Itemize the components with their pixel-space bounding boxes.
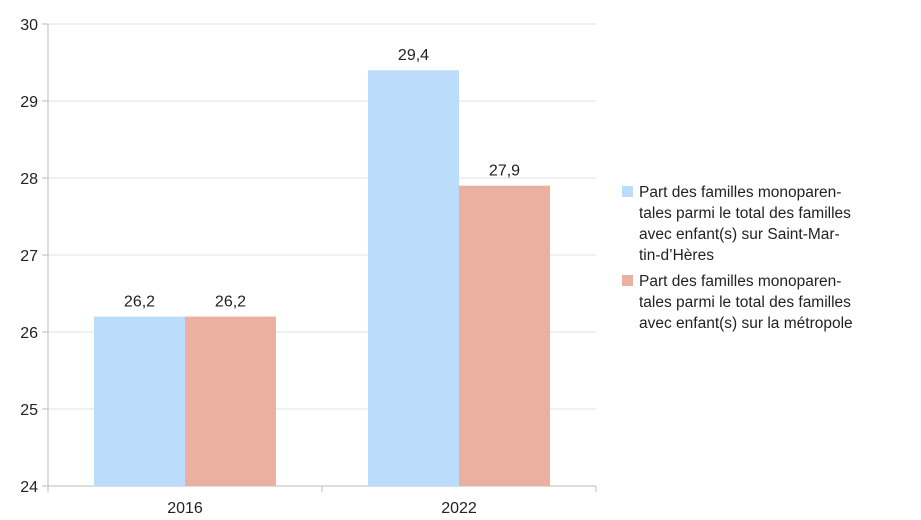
bar — [459, 185, 550, 486]
legend-item-metropole: Part des familles monoparen- tales parmi… — [622, 271, 920, 334]
y-tick-label: 28 — [20, 171, 38, 188]
data-label: 27,9 — [489, 163, 520, 180]
y-tick-label: 26 — [20, 325, 38, 342]
bar — [368, 70, 459, 486]
legend-label-metropole: Part des familles monoparen- tales parmi… — [639, 273, 853, 332]
y-tick-label: 25 — [20, 402, 38, 419]
legend: Part des familles monoparen- tales parmi… — [622, 182, 920, 339]
data-label: 29,4 — [398, 47, 429, 64]
y-tick-label: 24 — [20, 479, 38, 496]
legend-swatch-saint-martin — [622, 186, 633, 197]
legend-label-saint-martin: Part des familles monoparen- tales parmi… — [639, 184, 851, 264]
data-label: 26,2 — [215, 294, 246, 311]
x-tick-label: 2016 — [167, 500, 203, 517]
x-tick-label: 2022 — [441, 500, 477, 517]
data-labels: 26,2 26,2 29,4 27,9 — [124, 47, 520, 310]
y-tick-label: 27 — [20, 248, 38, 265]
bar — [94, 316, 185, 486]
y-axis-ticks: 24 25 26 27 28 29 30 — [20, 17, 38, 496]
y-tick-label: 30 — [20, 17, 38, 34]
y-tick-label: 29 — [20, 94, 38, 111]
bars — [94, 70, 550, 486]
legend-swatch-metropole — [622, 275, 633, 286]
x-axis-ticks: 2016 2022 — [167, 500, 477, 517]
data-label: 26,2 — [124, 294, 155, 311]
legend-item-saint-martin: Part des familles monoparen- tales parmi… — [622, 182, 920, 266]
bar — [185, 316, 276, 486]
